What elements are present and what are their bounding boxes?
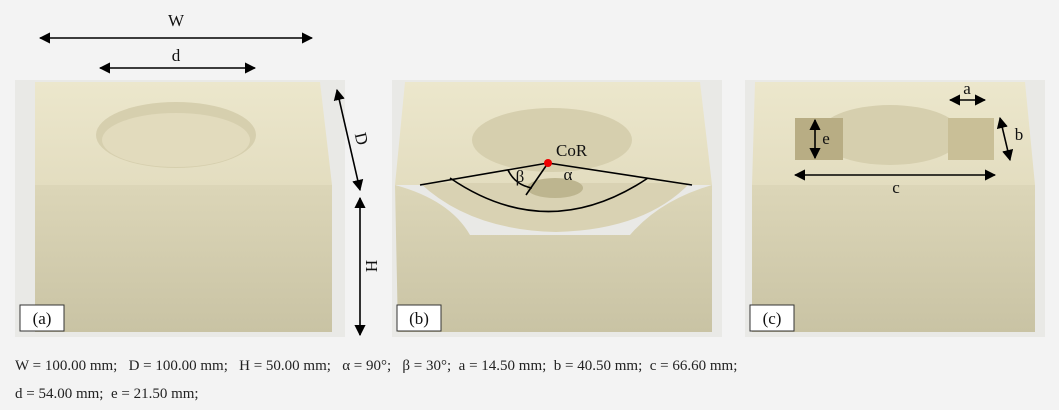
annotation: CoR <box>556 141 588 160</box>
dim-label: e <box>822 129 830 148</box>
dim-label: a <box>963 79 971 98</box>
dim-label: c <box>892 178 900 197</box>
caption-line: W = 100.00 mm; D = 100.00 mm; H = 50.00 … <box>15 358 737 374</box>
dim-label: b <box>1015 125 1024 144</box>
cor-point <box>544 159 552 167</box>
cavity <box>472 108 632 172</box>
caption-line: d = 54.00 mm; e = 21.50 mm; <box>15 386 199 402</box>
panel-c: e a b c (c) <box>745 79 1045 337</box>
cavity-floor <box>102 113 250 167</box>
panel-label: (b) <box>409 309 429 328</box>
slot <box>795 118 843 160</box>
dim-label: d <box>172 46 181 65</box>
annotation: α <box>564 165 573 184</box>
figure: (a) W d D H CoR β α (b) <box>0 0 1059 410</box>
slot <box>948 118 994 160</box>
dim-label: H <box>362 260 381 272</box>
panel-label: (a) <box>33 309 52 328</box>
block-front <box>35 185 332 332</box>
panel-label: (c) <box>763 309 782 328</box>
dim-label: W <box>168 11 185 30</box>
panel-b: CoR β α (b) <box>392 80 722 337</box>
annotation: β <box>516 167 525 186</box>
